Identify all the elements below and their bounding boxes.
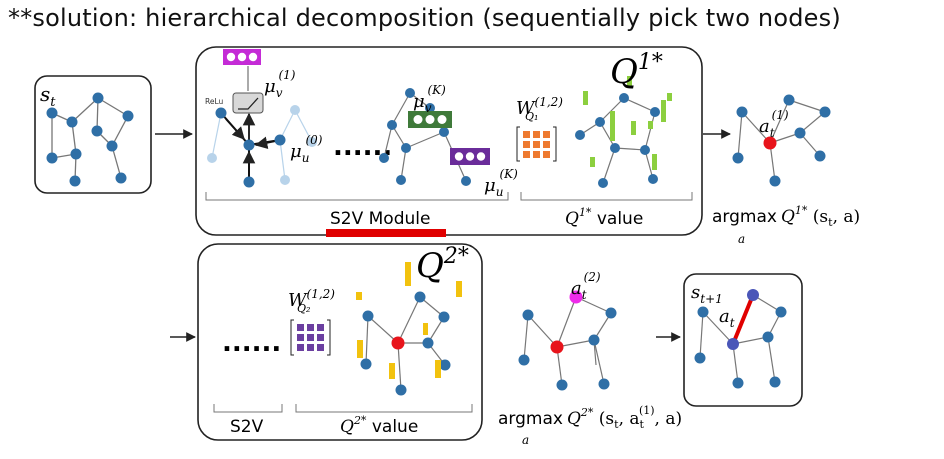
mu-v1-label: μv(1) [264,68,296,100]
q2-value-bars [356,262,462,379]
next-state-label: st+1 [691,282,723,306]
picked-a2-label: at(2) [571,270,601,302]
weight-q2-label: W(1,2) Q₂ [288,287,335,315]
mu-vK-label: μv(K) [413,83,446,115]
q1-value-label: Q1* value [565,206,643,229]
action-node-u [747,289,759,301]
ellipsis-bottom: ...... [222,328,281,358]
vector-mu-v1 [223,49,261,65]
weight-q1-label: W(1,2) Q₁ [516,95,563,123]
vector-mu-uK [450,148,490,165]
q2-value-graph-nodes [360,291,451,396]
highlight-underline [326,229,446,237]
q2-module-box [197,243,483,441]
graph-k-nodes [379,88,471,186]
relu-curve [238,97,259,110]
argmax1-subscript: a [738,232,745,246]
s2v-nodes [215,107,286,188]
q1-value-graph-edges [579,97,656,184]
weight-q1-matrix [523,131,550,158]
action-edge [731,294,755,345]
selected-node-2 [569,290,583,304]
vector-mu-vK [408,111,452,128]
argmax2-first-node [550,340,564,354]
q2-selected-node [391,336,405,350]
s2v-faded-nodes [207,105,317,185]
action-edge-label: at [719,306,735,330]
relu-box [232,92,264,114]
weight-q2-matrix [297,324,324,351]
mu-uK-label: μu(K) [484,167,518,199]
state-label: st [40,82,56,110]
picked-a1-label: at(1) [759,108,789,140]
q1-big-label: Q1* [610,50,663,92]
q1-value-bars [583,76,672,170]
argmax1-graph-nodes [732,94,831,187]
next-state-nodes [694,306,787,389]
relu-label: ReLu [205,97,224,106]
q1-value-graph-nodes [575,93,660,188]
action-node-v [727,338,739,350]
q2-big-label: Q2* [416,244,469,286]
state-box [34,75,152,194]
mu-u0-label: μu(0) [290,133,323,165]
argmax2-expression: argmax Q2* (st, at(1), a) [498,404,682,431]
argmax2-subscript: a [522,433,529,447]
next-state-box [683,273,803,407]
graph-state-nodes [46,92,134,187]
slide-title: **solution: hierarchical decomposition (… [8,4,841,32]
selected-node-1 [763,136,777,150]
argmax1-expression: argmax Q1* (st, a) [712,204,860,229]
q2-value-label: Q2* value [340,414,418,437]
s2v-arrows [225,112,277,178]
s2v-label-bottom: S2V [230,417,264,437]
s2v-module-label: S2V Module [330,209,430,229]
argmax2-graph-nodes [518,307,617,391]
graph-state [51,97,129,182]
q1-module-box [195,46,703,236]
